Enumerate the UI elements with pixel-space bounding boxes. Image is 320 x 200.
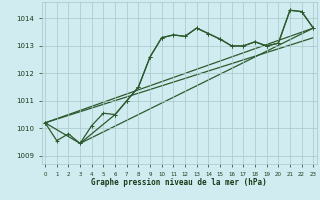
X-axis label: Graphe pression niveau de la mer (hPa): Graphe pression niveau de la mer (hPa) <box>91 178 267 187</box>
